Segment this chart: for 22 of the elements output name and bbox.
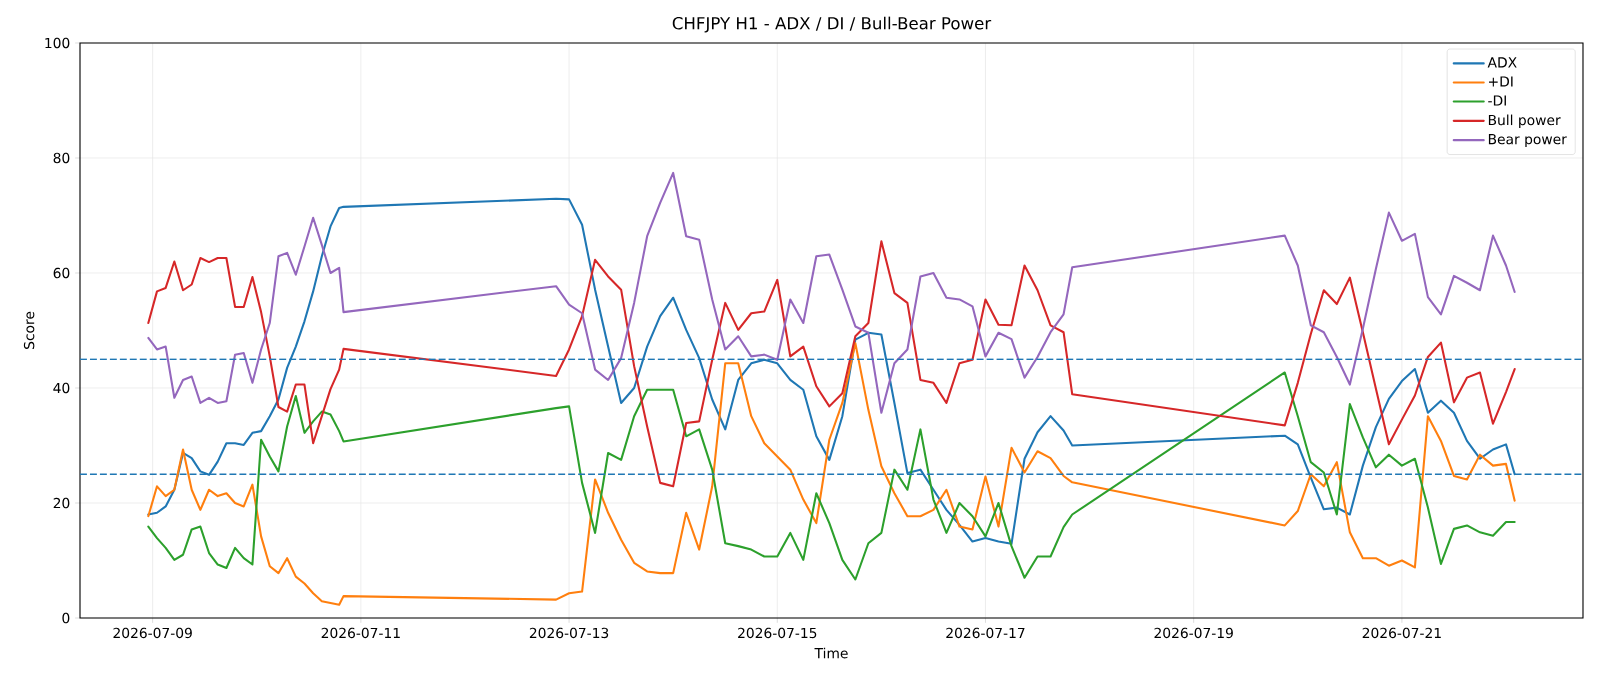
x-tick-label: 2026-07-11 <box>321 627 400 639</box>
x-tick-label: 2026-07-19 <box>1154 627 1233 639</box>
x-tick-label: 2026-07-15 <box>738 627 817 639</box>
legend-label: Bull power <box>1488 114 1561 128</box>
y-tick-label: 0 <box>62 612 70 624</box>
y-tick-label: 60 <box>53 267 70 279</box>
legend-label: -DI <box>1488 95 1506 106</box>
line-series <box>147 171 1516 414</box>
y-tick-label: 100 <box>45 37 70 49</box>
x-axis-title: Time <box>814 647 848 659</box>
y-axis-title: Score <box>23 311 35 349</box>
x-tick-label: 2026-07-13 <box>529 627 609 639</box>
x-tick-label: 2026-07-09 <box>113 627 192 639</box>
chart-title: CHFJPY H1 - ADX / DI / Bull-Bear Power <box>672 16 992 33</box>
y-tick-label: 80 <box>53 152 70 164</box>
x-tick-label: 2026-07-21 <box>1362 627 1441 639</box>
legend-label: +DI <box>1489 76 1513 87</box>
legend-label: ADX <box>1487 57 1517 68</box>
legend-label: Bear power <box>1488 134 1567 148</box>
x-tick-label: 2026-07-17 <box>946 627 1025 639</box>
y-tick-label: 20 <box>53 497 70 509</box>
y-tick-label: 40 <box>53 382 70 394</box>
